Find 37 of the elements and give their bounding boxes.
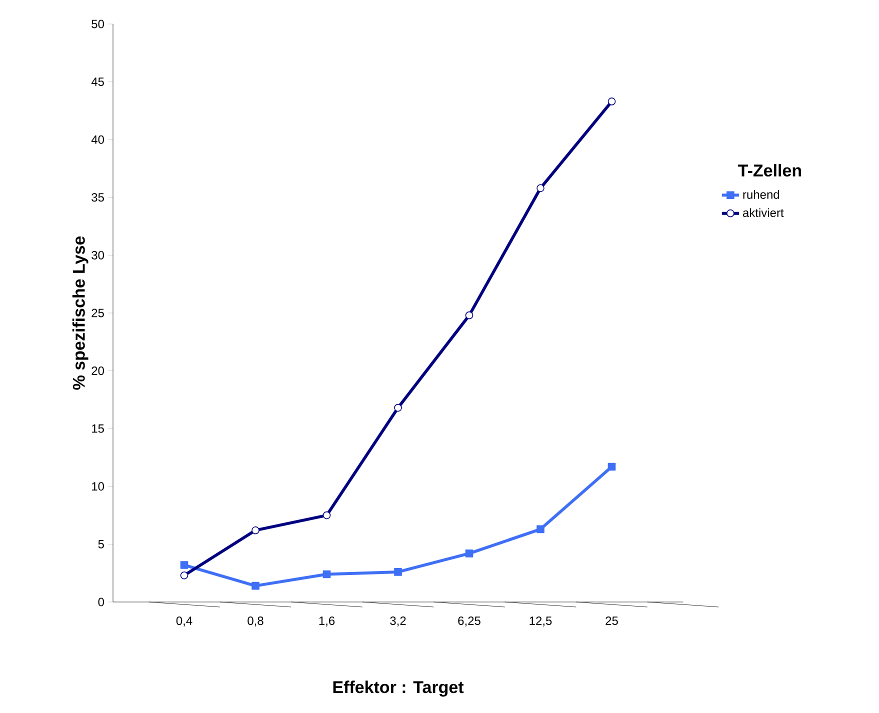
legend-label: ruhend bbox=[743, 190, 780, 199]
point bbox=[252, 582, 260, 590]
y-tick-label: 5 bbox=[98, 540, 104, 548]
point bbox=[322, 511, 331, 520]
point bbox=[394, 568, 402, 576]
y-tick-label: 45 bbox=[91, 78, 104, 86]
point bbox=[322, 570, 331, 578]
x-tick-label: 25 bbox=[606, 616, 618, 626]
point bbox=[252, 526, 260, 534]
y-tick-label: 25 bbox=[92, 308, 104, 318]
point bbox=[608, 98, 616, 106]
point bbox=[608, 462, 616, 471]
legend-title: T-Zellen bbox=[738, 164, 802, 177]
x-tick-label: 3,2 bbox=[390, 616, 406, 626]
point bbox=[465, 550, 474, 558]
legend-label: aktiviert bbox=[742, 208, 784, 218]
y-tick-label: 20 bbox=[92, 366, 104, 376]
x-axis-title: Effektor : Target bbox=[333, 680, 464, 697]
y-tick-label: 30 bbox=[92, 250, 104, 260]
y-tick-label: 0 bbox=[98, 598, 104, 606]
point bbox=[394, 404, 402, 412]
point bbox=[536, 525, 544, 534]
y-tick-label: 40 bbox=[91, 135, 104, 144]
x-tick-label: 0,4 bbox=[176, 616, 192, 626]
y-tick-label: 50 bbox=[92, 20, 104, 28]
point bbox=[536, 184, 544, 192]
point bbox=[180, 572, 188, 580]
point bbox=[465, 311, 474, 320]
x-tick-label: 0,8 bbox=[248, 616, 264, 626]
y-tick-label: 10 bbox=[92, 482, 104, 491]
y-tick-label: 35 bbox=[92, 193, 104, 202]
x-tick-label: 6,25 bbox=[458, 616, 480, 626]
point bbox=[180, 561, 188, 569]
y-axis-title: % spezifische Lyse bbox=[72, 236, 88, 390]
x-tick-label: 1,6 bbox=[319, 616, 335, 626]
y-tick-label: 15 bbox=[92, 424, 104, 433]
x-tick-label: 12,5 bbox=[530, 616, 552, 626]
